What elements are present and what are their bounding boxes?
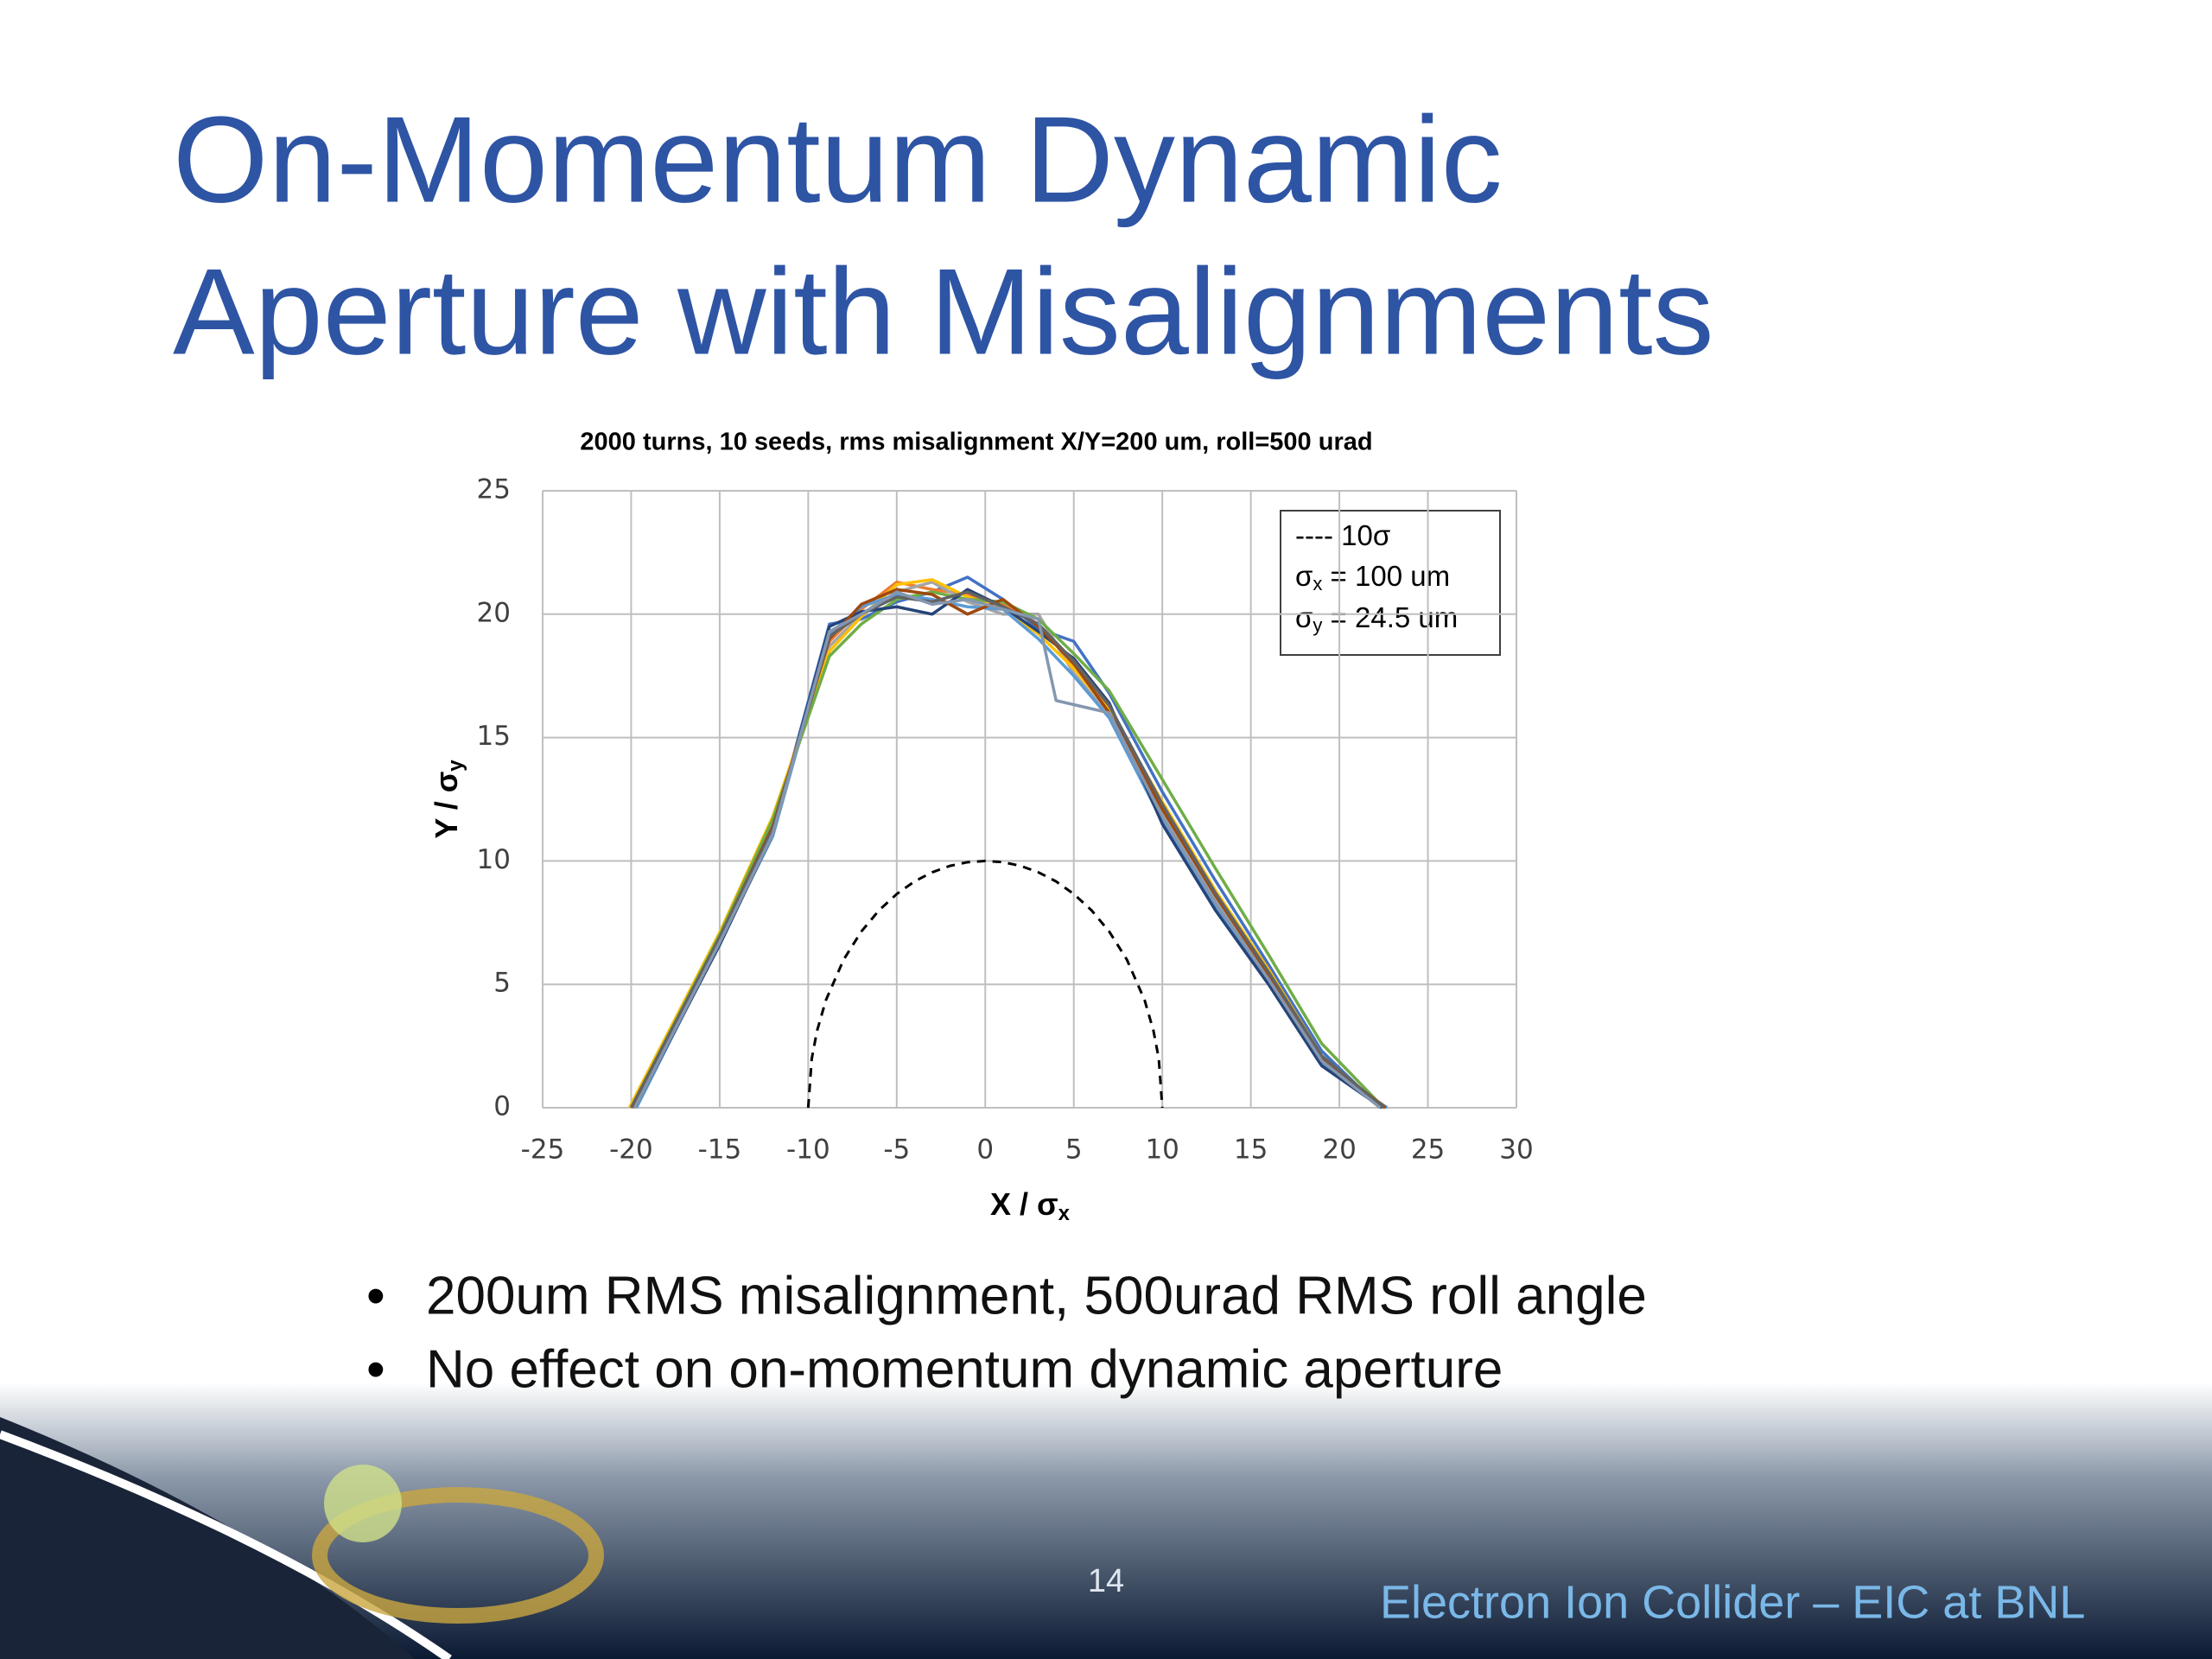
x-tick-label: 5: [1065, 1135, 1083, 1166]
x-tick-label: -25: [521, 1135, 565, 1166]
x-tick-label: -20: [609, 1135, 653, 1166]
footer-text: Electron Ion Collider – EIC at BNL: [1380, 1576, 2085, 1628]
bullet-text: No effect on on-momentum dynamic apertur…: [426, 1339, 1503, 1399]
series-line: [631, 588, 1387, 1109]
x-tick-label: -10: [786, 1135, 830, 1166]
y-axis-label: Y / σy: [429, 760, 468, 839]
x-tick-label: 10: [1145, 1135, 1179, 1166]
series-line: [633, 588, 1383, 1109]
footer-coil: [312, 1487, 604, 1624]
y-tick-label: 15: [477, 721, 511, 752]
y-tick-label: 20: [477, 597, 511, 628]
y-tick-label: 0: [493, 1091, 511, 1122]
page-number: 14: [1088, 1563, 1124, 1599]
series-line: [629, 590, 1385, 1109]
slide-title: On-Momentum Dynamic: [173, 92, 1503, 229]
x-tick-label: 25: [1411, 1135, 1445, 1166]
series-line: [632, 590, 1382, 1109]
slide-title: Aperture with Misalignments: [173, 244, 1714, 381]
series-line: [635, 593, 1389, 1109]
x-axis-label: X / σx: [990, 1186, 1071, 1226]
bullet-dot: •: [366, 1266, 385, 1325]
series-line: [629, 580, 1385, 1109]
x-tick-label: -15: [698, 1135, 742, 1166]
y-tick-label: 10: [477, 844, 511, 875]
x-tick-label: 0: [976, 1135, 994, 1166]
x-tick-label: -5: [883, 1135, 910, 1166]
y-tick-label: 5: [493, 968, 511, 999]
annotation: σy = 24.5 um: [1295, 601, 1458, 636]
series-line: [627, 578, 1383, 1109]
bullet-dot: •: [366, 1339, 385, 1399]
series-line: [629, 590, 1385, 1109]
reference-curve: [806, 859, 1164, 1109]
footer-particle: [324, 1465, 402, 1542]
y-tick-label: 25: [477, 474, 511, 505]
chart-title: 2000 turns, 10 seeds, rms misalignment X…: [580, 429, 1372, 456]
x-tick-label: 20: [1322, 1135, 1356, 1166]
series-line: [632, 575, 1382, 1109]
series-line: [631, 580, 1387, 1109]
bullet-text: 200um RMS misalignment, 500urad RMS roll…: [426, 1266, 1647, 1325]
footer-arc: [0, 1430, 452, 1659]
legend-box: [1280, 510, 1501, 656]
x-tick-label: 30: [1499, 1135, 1533, 1166]
annotation: ---- 10σ: [1295, 519, 1390, 551]
x-tick-label: 15: [1234, 1135, 1268, 1166]
plot: 0 5 10 15 20 25 -25 -20 -15 -10 -5 0 5 10 15 20 25 30: [477, 474, 1534, 1166]
